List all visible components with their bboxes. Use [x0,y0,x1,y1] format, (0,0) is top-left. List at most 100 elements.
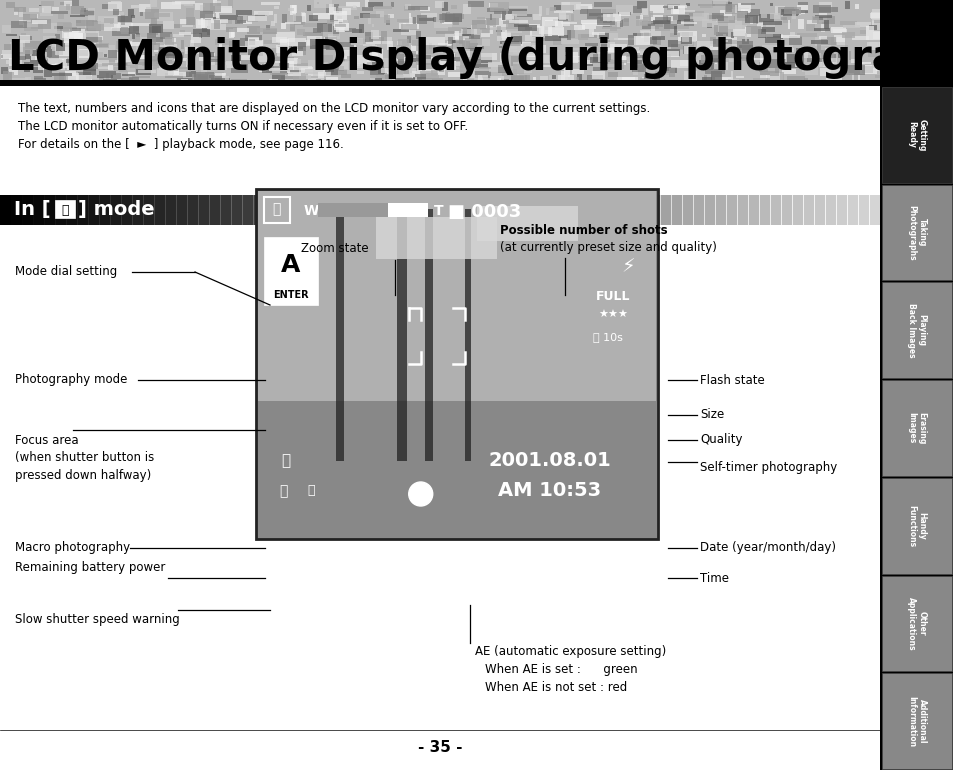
Text: Time: Time [700,571,728,584]
Bar [572,48,587,50]
Bar [607,62,623,69]
Bar [608,72,617,77]
Bar [55,195,67,225]
Bar [637,33,642,35]
Bar [350,39,366,44]
Bar [438,15,455,19]
Bar [21,33,26,36]
Text: 📶: 📶 [307,484,314,497]
Bar [650,5,663,13]
Bar [442,63,451,69]
Text: ] mode: ] mode [78,200,154,219]
Bar [735,8,748,12]
Bar [437,69,445,75]
Bar [153,13,170,17]
Bar [154,45,158,52]
Bar [449,15,463,19]
Bar [679,42,694,50]
Bar [136,69,152,75]
Bar [151,18,157,25]
Text: Handy
Functions: Handy Functions [906,504,925,547]
Bar [188,64,193,67]
Bar [777,46,782,49]
Bar [231,30,234,36]
Bar [365,0,369,8]
Bar [157,51,171,55]
Bar [882,87,951,182]
Bar [575,77,578,81]
Bar [30,14,37,18]
Bar [408,5,428,10]
Bar [474,72,491,79]
Text: ⚡: ⚡ [620,257,635,276]
Bar [145,60,152,69]
Bar [146,7,151,12]
Bar [462,5,470,14]
Bar [685,3,690,6]
Bar [198,75,208,79]
Bar [340,75,351,78]
Bar [844,1,849,9]
Bar [859,30,865,35]
Bar [580,34,597,38]
Bar [534,49,537,53]
Bar [760,59,761,69]
Bar [616,60,618,63]
Bar [598,15,610,18]
Bar [421,79,432,85]
Bar [673,26,677,35]
Bar [401,25,416,30]
Bar [696,41,712,50]
Bar [310,39,329,49]
Bar [47,45,51,49]
Bar [441,13,461,22]
Bar [591,74,602,78]
Bar [96,64,108,68]
Bar [325,41,330,49]
Bar [88,195,100,225]
Bar [478,67,491,69]
Bar [44,195,56,225]
Bar [199,19,211,23]
Bar [111,24,119,29]
Bar [425,65,442,71]
Bar [231,64,247,72]
Bar [468,64,488,68]
Bar [872,9,880,14]
Bar [700,55,719,63]
Bar [318,53,323,59]
Bar [184,33,196,36]
Bar [605,64,620,67]
Bar [152,61,166,64]
Bar [513,50,527,54]
Bar [281,23,286,29]
Bar [441,2,447,11]
Bar [617,12,630,15]
Bar [317,55,333,63]
Bar [223,62,235,68]
Bar [598,33,609,39]
Bar [31,56,37,60]
Bar [677,22,696,25]
Bar [650,25,654,31]
Bar [806,59,824,62]
Bar [214,78,221,88]
Bar [683,10,694,12]
Bar [603,15,620,21]
Bar [551,35,558,37]
Bar [497,65,506,72]
Bar [372,24,374,27]
Bar [389,53,392,56]
Bar [797,19,803,28]
Bar [85,20,91,28]
Bar [390,48,405,52]
Bar [781,35,799,38]
Bar [506,45,521,52]
Bar [451,195,462,225]
Bar [662,5,676,8]
Bar [324,36,336,39]
Bar [149,24,163,32]
Bar [727,46,735,52]
Bar [363,52,377,59]
Bar [766,36,780,38]
